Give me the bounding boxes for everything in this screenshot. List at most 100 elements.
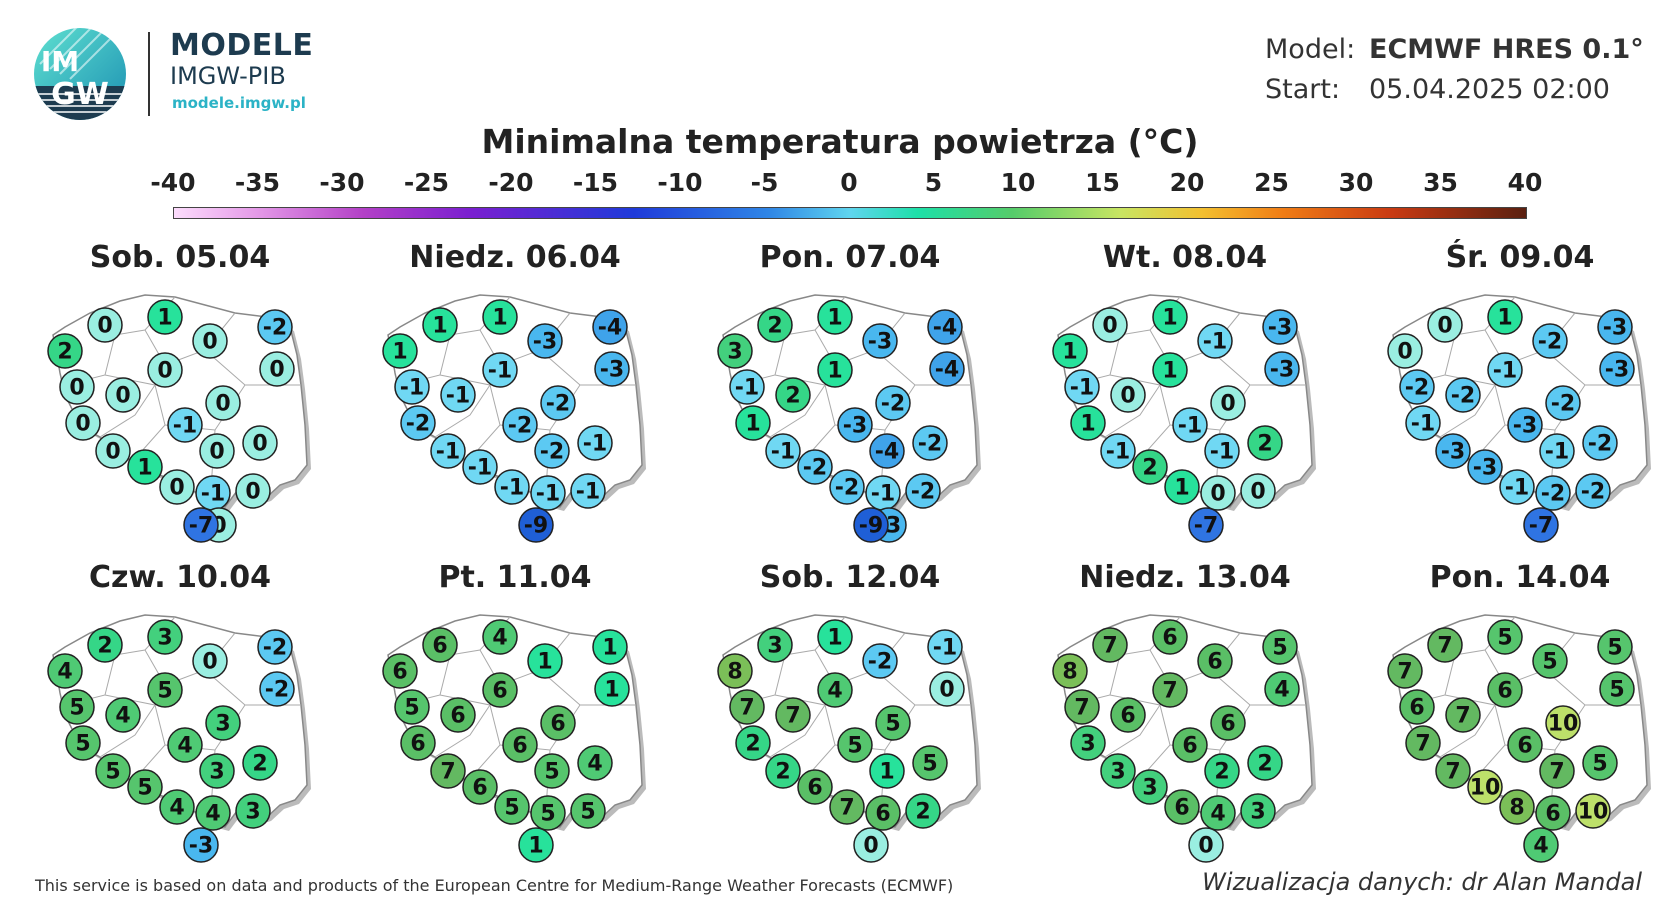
bubble-circle (592, 629, 628, 665)
bubble-circle (183, 507, 219, 543)
temperature-bubble: 0 (853, 827, 889, 863)
temperature-bubble: 6 (1487, 672, 1523, 708)
temperature-bubble: 6 (422, 627, 458, 663)
temperature-bubble: 0 (1188, 827, 1224, 863)
colorbar-tick-label: 5 (924, 168, 943, 197)
temperature-bubble: 0 (147, 352, 183, 388)
temperature-bubble: 6 (865, 795, 901, 831)
temperature-bubble: 1 (1152, 299, 1188, 335)
bubble-circle (592, 309, 628, 345)
bubble-circle (1499, 789, 1535, 825)
bubble-circle (1539, 753, 1575, 789)
bubble-circle (518, 507, 554, 543)
bubble-value: 2 (767, 314, 782, 339)
bubble-circle (1070, 405, 1106, 441)
bubble-value: 1 (1162, 359, 1177, 384)
temperature-bubble: 3 (199, 753, 235, 789)
map-day-title: Niedz. 06.04 (409, 240, 621, 275)
bubble-circle (235, 473, 271, 509)
bubble-circle (1487, 672, 1523, 708)
temperature-bubble: 5 (65, 725, 101, 761)
bubble-value: -1 (468, 456, 492, 481)
temperature-bubble: -1 (1405, 405, 1441, 441)
temperature-bubble: 5 (494, 789, 530, 825)
bubble-circle (869, 433, 905, 469)
bubble-circle (259, 671, 295, 707)
imgw-logo: IM GW MODELE IMGW-PIB modele.imgw.pl (30, 24, 330, 124)
temperature-bubble: 2 (905, 793, 941, 829)
bubble-circle (195, 795, 231, 831)
bubble-circle (47, 653, 83, 689)
bubble-value: 6 (1497, 679, 1512, 704)
colorbar-tick-label: -35 (234, 168, 281, 197)
bubble-value: 10 (1470, 776, 1501, 801)
poland-map: 0 10 -2-3-3-2 -2-1-2-1 -3-3 -1 -2-3-1 -2 -2-7 (1387, 294, 1651, 543)
bubble-circle (817, 672, 853, 708)
bubble-circle (1064, 369, 1100, 405)
bubble-circle (462, 449, 498, 485)
temperature-bubble: -2 (905, 473, 941, 509)
bubble-value: 2 (1257, 432, 1272, 457)
bubble-value: 6 (492, 679, 507, 704)
bubble-value: -2 (918, 432, 942, 457)
bubble-value: 5 (1609, 678, 1624, 703)
bubble-circle (1532, 643, 1568, 679)
temperature-bubble: 0 (1200, 475, 1236, 511)
temperature-bubble: -7 (1523, 507, 1559, 543)
footer-author: Wizualizacja danych: dr Alan Mandal (1202, 868, 1642, 896)
temperature-bubble: 1 (869, 753, 905, 789)
bubble-value: 5 (1497, 626, 1512, 651)
bubble-value: 2 (252, 752, 267, 777)
bubble-value: -1 (871, 482, 895, 507)
bubble-value: 5 (580, 800, 595, 825)
temperature-bubble: 5 (1597, 629, 1633, 665)
temperature-bubble: -2 (540, 385, 576, 421)
bubble-circle (929, 351, 965, 387)
temperature-bubble: 3 (1240, 793, 1276, 829)
bubble-value: -2 (546, 392, 570, 417)
bubble-circle (105, 377, 141, 413)
bubble-value: 6 (472, 776, 487, 801)
bubble-circle (757, 307, 793, 343)
bubble-value: 2 (57, 340, 72, 365)
bubble-value: 7 (839, 796, 854, 821)
bubble-value: 0 (1220, 392, 1235, 417)
bubble-circle (1575, 793, 1611, 829)
bubble-value: 6 (1220, 712, 1235, 737)
bubble-value: 6 (1517, 734, 1532, 759)
bubble-value: -1 (1178, 414, 1202, 439)
bubble-value: -2 (868, 650, 892, 675)
bubble-circle (502, 727, 538, 763)
temperature-bubble: 6 (797, 769, 833, 805)
bubble-value: 5 (1542, 650, 1557, 675)
logo-url-link[interactable]: modele.imgw.pl (172, 94, 306, 112)
bubble-value: 0 (202, 650, 217, 675)
temperature-bubble: 7 (829, 789, 865, 825)
bubble-circle (594, 671, 630, 707)
bubble-value: 1 (827, 359, 842, 384)
bubble-value: -3 (1441, 440, 1465, 465)
bubble-circle (192, 643, 228, 679)
poland-map: 2 13 -3-4-4-1 21-21 -3-1 -4 -2-2-2 -1 -2-3-9 (717, 294, 981, 543)
temperature-bubble: 6 (502, 727, 538, 763)
temperature-bubble: 0 (929, 671, 965, 707)
bubble-circle (1499, 469, 1535, 505)
bubble-circle (570, 793, 606, 829)
bubble-value: 4 (1533, 834, 1548, 859)
bubble-circle (1110, 377, 1146, 413)
bubble-value: -1 (173, 414, 197, 439)
temperature-bubble: 5 (570, 793, 606, 829)
region-border (1439, 704, 1496, 758)
bubble-circle (1545, 385, 1581, 421)
bubble-value: -2 (881, 392, 905, 417)
bubble-circle (1427, 307, 1463, 343)
bubble-value: 6 (392, 660, 407, 685)
bubble-circle (1152, 352, 1188, 388)
temperature-bubble: 1 (1152, 352, 1188, 388)
bubble-value: 7 (1437, 634, 1452, 659)
bubble-value: 5 (1272, 636, 1287, 661)
temperature-bubble: -1 (927, 629, 963, 665)
bubble-value: -2 (1451, 384, 1475, 409)
temperature-bubble: 5 (530, 795, 566, 831)
